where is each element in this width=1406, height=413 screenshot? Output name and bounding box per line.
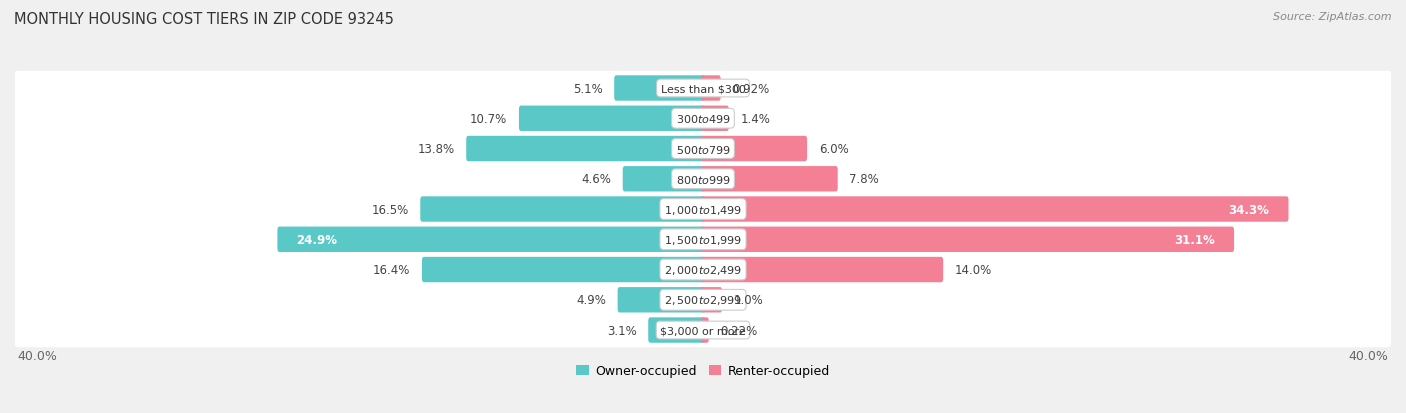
FancyBboxPatch shape xyxy=(277,227,704,252)
FancyBboxPatch shape xyxy=(702,106,728,132)
FancyBboxPatch shape xyxy=(15,253,1391,287)
FancyBboxPatch shape xyxy=(422,257,704,282)
FancyBboxPatch shape xyxy=(702,257,943,282)
Text: 24.9%: 24.9% xyxy=(297,233,337,246)
FancyBboxPatch shape xyxy=(15,192,1391,227)
Text: 4.9%: 4.9% xyxy=(576,294,606,306)
FancyBboxPatch shape xyxy=(15,162,1391,197)
Text: 6.0%: 6.0% xyxy=(818,142,848,156)
FancyBboxPatch shape xyxy=(15,132,1391,166)
FancyBboxPatch shape xyxy=(467,136,704,162)
Text: 0.92%: 0.92% xyxy=(733,82,769,95)
Text: 1.4%: 1.4% xyxy=(741,112,770,126)
Text: Less than $300: Less than $300 xyxy=(661,84,745,94)
FancyBboxPatch shape xyxy=(648,318,704,343)
Text: $2,000 to $2,499: $2,000 to $2,499 xyxy=(664,263,742,276)
Text: 5.1%: 5.1% xyxy=(572,82,603,95)
Text: 40.0%: 40.0% xyxy=(17,349,58,362)
Legend: Owner-occupied, Renter-occupied: Owner-occupied, Renter-occupied xyxy=(571,359,835,382)
Text: $2,500 to $2,999: $2,500 to $2,999 xyxy=(664,294,742,306)
FancyBboxPatch shape xyxy=(702,76,721,102)
Text: 10.7%: 10.7% xyxy=(470,112,508,126)
Text: Source: ZipAtlas.com: Source: ZipAtlas.com xyxy=(1274,12,1392,22)
FancyBboxPatch shape xyxy=(623,167,704,192)
Text: $500 to $799: $500 to $799 xyxy=(675,143,731,155)
Text: 4.6%: 4.6% xyxy=(581,173,612,186)
FancyBboxPatch shape xyxy=(617,287,704,313)
Text: 13.8%: 13.8% xyxy=(418,142,454,156)
FancyBboxPatch shape xyxy=(702,318,709,343)
FancyBboxPatch shape xyxy=(702,136,807,162)
Text: $300 to $499: $300 to $499 xyxy=(675,113,731,125)
FancyBboxPatch shape xyxy=(702,227,1234,252)
FancyBboxPatch shape xyxy=(15,102,1391,136)
FancyBboxPatch shape xyxy=(15,223,1391,257)
Text: 16.4%: 16.4% xyxy=(373,263,411,276)
FancyBboxPatch shape xyxy=(420,197,704,222)
Text: $1,500 to $1,999: $1,500 to $1,999 xyxy=(664,233,742,246)
Text: 16.5%: 16.5% xyxy=(371,203,409,216)
FancyBboxPatch shape xyxy=(614,76,704,102)
FancyBboxPatch shape xyxy=(15,71,1391,106)
Text: 14.0%: 14.0% xyxy=(955,263,993,276)
Text: 31.1%: 31.1% xyxy=(1174,233,1215,246)
FancyBboxPatch shape xyxy=(519,106,704,132)
Text: $800 to $999: $800 to $999 xyxy=(675,173,731,185)
Text: 40.0%: 40.0% xyxy=(1348,349,1389,362)
FancyBboxPatch shape xyxy=(15,313,1391,347)
Text: 1.0%: 1.0% xyxy=(734,294,763,306)
Text: 3.1%: 3.1% xyxy=(607,324,637,337)
Text: $1,000 to $1,499: $1,000 to $1,499 xyxy=(664,203,742,216)
Text: 0.22%: 0.22% xyxy=(720,324,758,337)
Text: MONTHLY HOUSING COST TIERS IN ZIP CODE 93245: MONTHLY HOUSING COST TIERS IN ZIP CODE 9… xyxy=(14,12,394,27)
FancyBboxPatch shape xyxy=(702,197,1288,222)
FancyBboxPatch shape xyxy=(702,287,723,313)
Text: $3,000 or more: $3,000 or more xyxy=(661,325,745,335)
FancyBboxPatch shape xyxy=(15,283,1391,317)
FancyBboxPatch shape xyxy=(702,167,838,192)
Text: 7.8%: 7.8% xyxy=(849,173,879,186)
Text: 34.3%: 34.3% xyxy=(1229,203,1270,216)
